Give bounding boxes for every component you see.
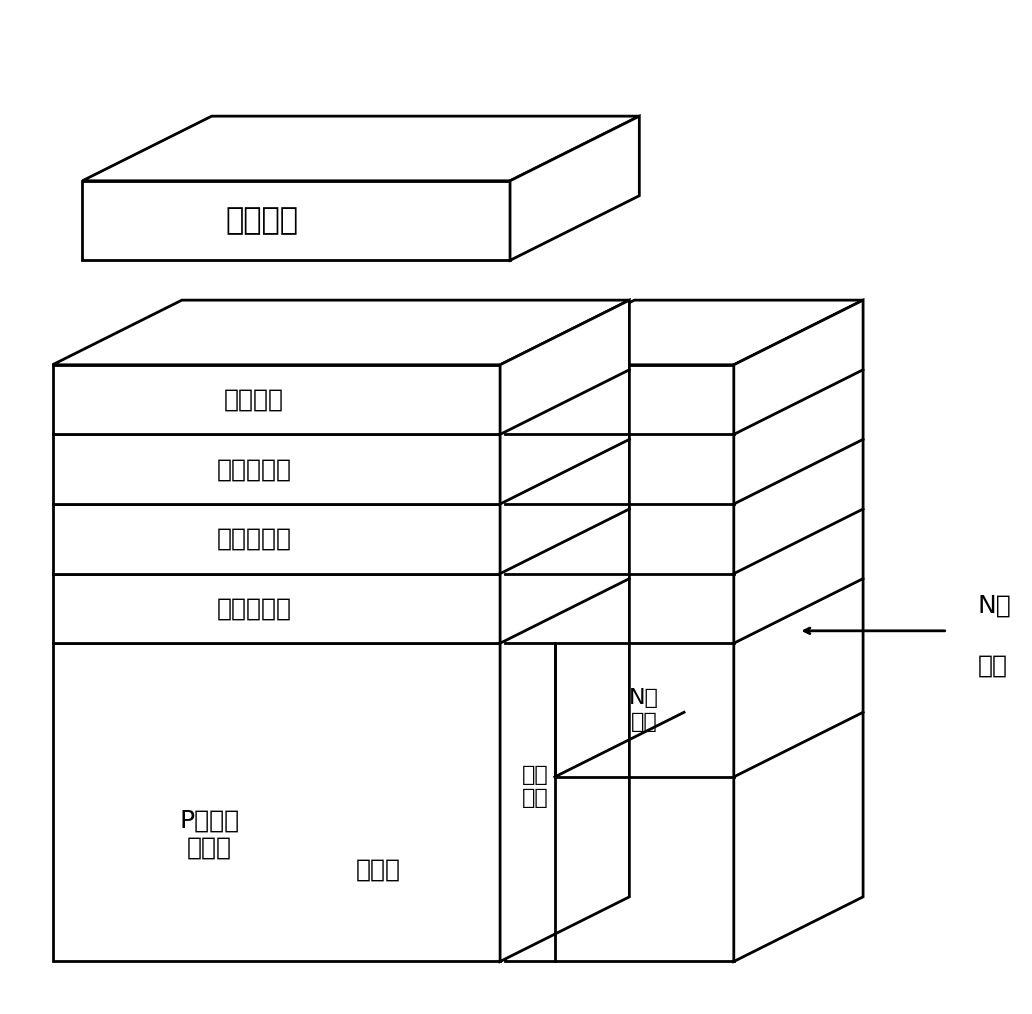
Polygon shape: [734, 300, 863, 961]
Polygon shape: [83, 180, 510, 261]
Polygon shape: [53, 365, 501, 434]
Text: 读出区: 读出区: [356, 857, 400, 881]
Polygon shape: [53, 300, 630, 365]
Polygon shape: [53, 504, 501, 574]
Polygon shape: [505, 365, 734, 961]
Text: P型衬底
收集区: P型衬底 收集区: [180, 808, 239, 860]
Text: N型: N型: [977, 594, 1011, 618]
Polygon shape: [53, 643, 501, 961]
Text: 控制栅极: 控制栅极: [224, 387, 284, 412]
Polygon shape: [510, 117, 639, 261]
Text: 漏端: 漏端: [977, 654, 1007, 677]
Text: 底层介质层: 底层介质层: [217, 596, 291, 621]
Polygon shape: [83, 117, 639, 180]
Text: 顶层介质层: 顶层介质层: [217, 457, 291, 482]
Text: 电荷耦合层: 电荷耦合层: [217, 527, 291, 551]
Text: 浅槽
隔离: 浅槽 隔离: [521, 765, 548, 808]
Text: N型
源端: N型 源端: [630, 689, 659, 732]
Text: 发光单元: 发光单元: [226, 206, 298, 235]
Polygon shape: [501, 300, 630, 961]
Polygon shape: [505, 300, 863, 365]
Polygon shape: [53, 574, 501, 643]
Polygon shape: [53, 434, 501, 504]
